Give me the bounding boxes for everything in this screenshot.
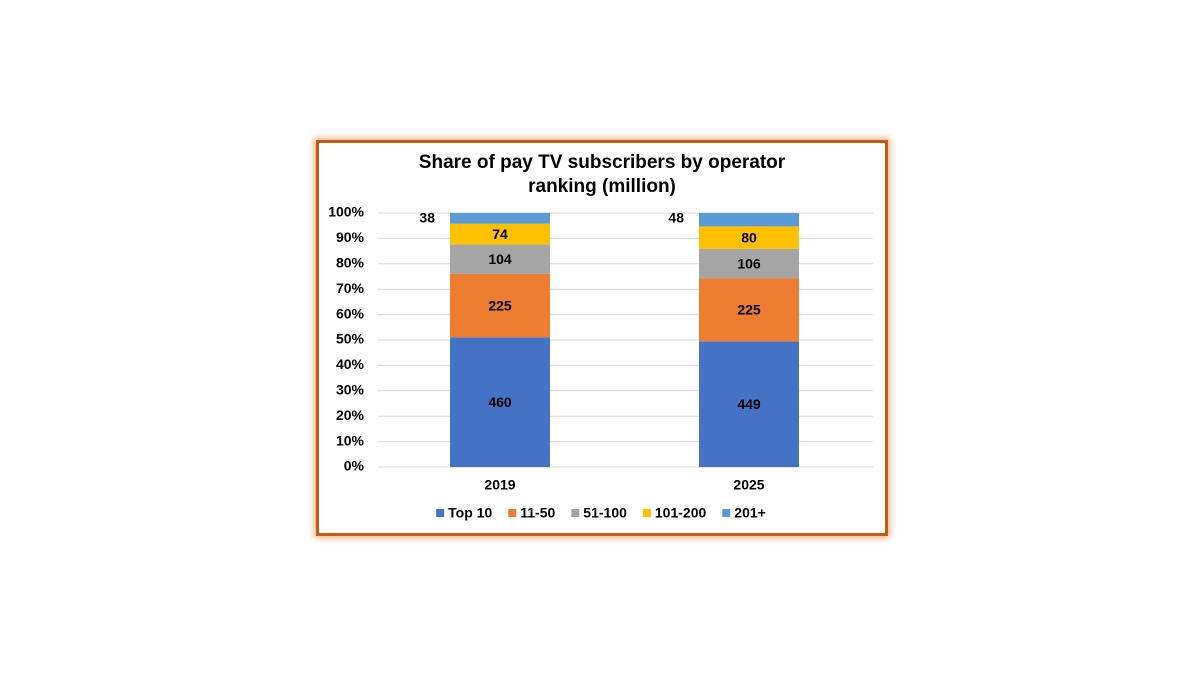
data-label: 106 — [737, 255, 761, 271]
data-label: 74 — [492, 226, 508, 242]
data-label: 48 — [668, 210, 684, 226]
legend-label: 201+ — [734, 505, 766, 521]
data-label: 38 — [419, 210, 435, 226]
bar-segment — [450, 337, 550, 467]
bar-segment — [699, 278, 799, 342]
data-label: 460 — [488, 394, 512, 410]
legend-swatch — [571, 509, 580, 517]
y-tick-label: 60% — [336, 305, 365, 321]
bar-segment — [450, 273, 550, 338]
data-label: 225 — [488, 297, 512, 313]
bar-segment — [699, 213, 799, 227]
bar-segment — [699, 248, 799, 279]
y-tick-label: 70% — [336, 280, 365, 296]
y-tick-label: 90% — [336, 229, 365, 245]
data-label: 80 — [741, 229, 757, 245]
x-tick-label: 2025 — [733, 477, 764, 493]
x-tick-label: 2019 — [484, 477, 515, 493]
legend-label: 11-50 — [520, 505, 555, 521]
y-tick-label: 30% — [336, 382, 365, 398]
legend-swatch — [642, 509, 651, 517]
legend-label: 51-100 — [583, 505, 627, 521]
y-tick-label: 80% — [336, 255, 365, 271]
y-tick-label: 0% — [344, 458, 365, 474]
legend-swatch — [508, 509, 517, 517]
legend-label: Top 10 — [448, 505, 492, 521]
chart-title: Share of pay TV subscribers by operator … — [418, 152, 786, 197]
bar-segment — [699, 341, 799, 467]
y-tick-label: 50% — [336, 331, 365, 347]
bar-segment — [699, 226, 799, 249]
y-tick-label: 40% — [336, 356, 365, 372]
bar-segment — [450, 244, 550, 274]
y-tick-label: 100% — [328, 204, 364, 220]
y-tick-label: 10% — [336, 432, 365, 448]
data-label: 225 — [737, 302, 761, 318]
legend-swatch — [436, 509, 445, 517]
bar-segment — [450, 213, 550, 224]
data-label: 104 — [488, 251, 512, 267]
legend-label: 101-200 — [655, 505, 707, 521]
bar-segment — [450, 223, 550, 245]
y-tick-label: 20% — [336, 407, 365, 423]
data-label: 449 — [737, 396, 761, 412]
legend-swatch — [722, 509, 731, 517]
